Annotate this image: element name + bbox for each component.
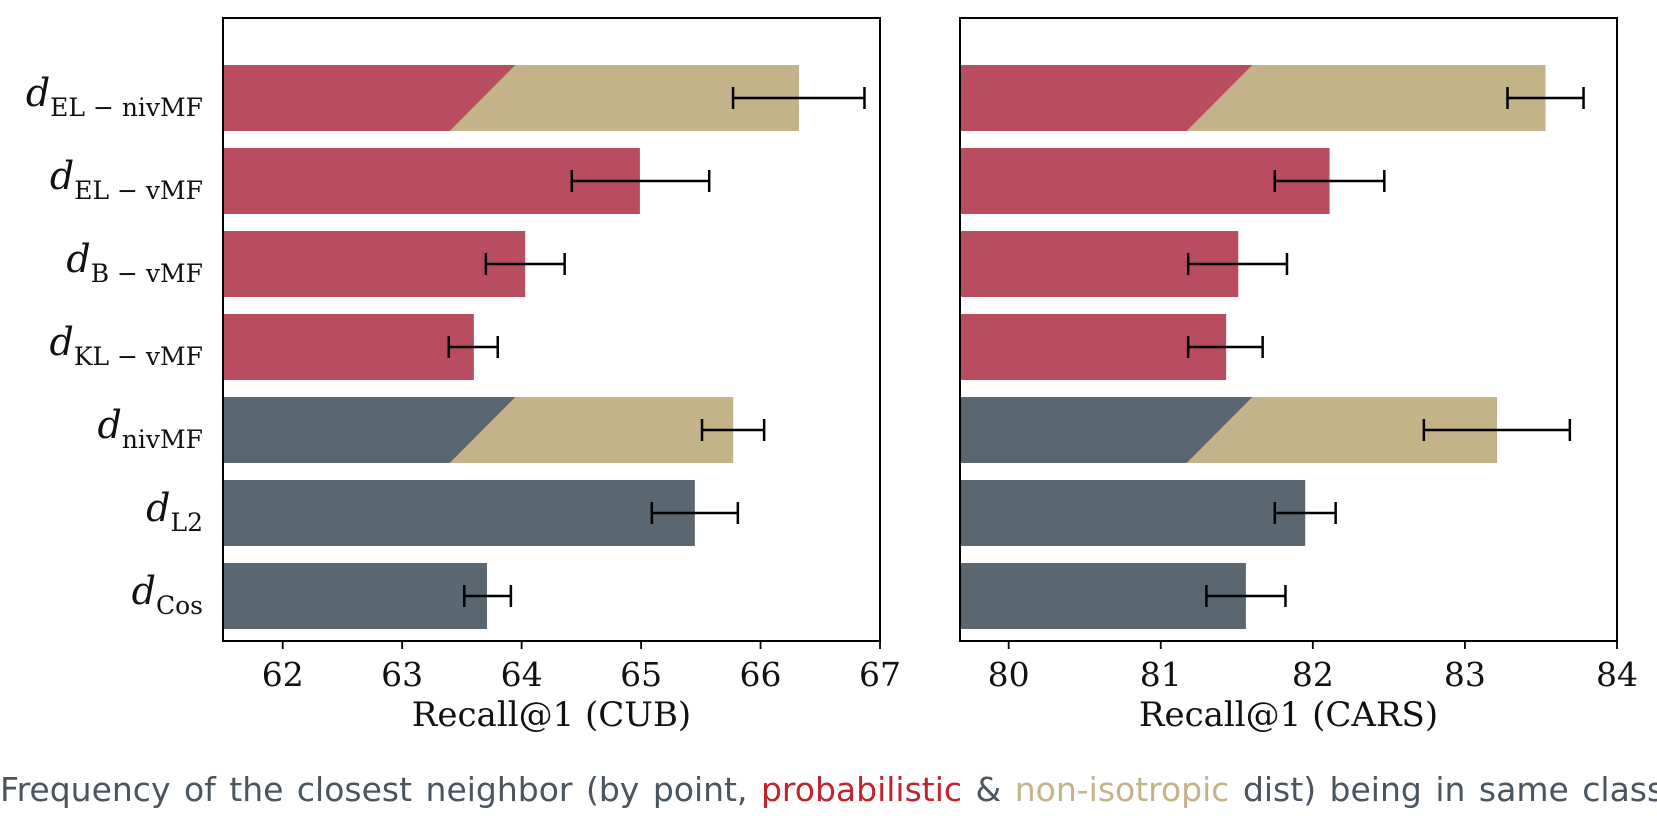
ytick-label-l2: dL2 [146,486,203,537]
cars-xtick-label-81: 81 [1140,655,1182,694]
cars-xtick-label-80: 80 [988,655,1030,694]
cars-xtick-label-83: 83 [1444,655,1486,694]
caption-probabilistic-label: probabilistic [760,770,963,809]
cub-xtick-label-66: 66 [740,655,782,694]
caption-non-isotropic-label: non-isotropic [1014,770,1230,809]
cub-xtick-label-65: 65 [620,655,662,694]
chart-panel-cars: 80 81 82 83 84 Recall@1 (CARS) [959,17,1638,735]
cars-bar-kl-vmf [960,314,1227,380]
cub-xtick-label-63: 63 [381,655,423,694]
cub-bar-el-nivmf-non-isotropic-overlay [449,65,799,131]
cars-xtick-label-84: 84 [1596,655,1638,694]
cub-bar-l2 [223,480,695,546]
cub-axes-frame [222,17,881,642]
ytick-label-b-vmf: dB − vMF [66,237,203,288]
cars-axes-frame [959,17,1618,642]
ytick-label-el-nivmf: dEL − nivMF [26,71,203,122]
legend-caption: Frequency of the closest neighbor (by po… [0,770,1657,809]
cub-xtick-label-67: 67 [859,655,901,694]
cub-bar-kl-vmf [223,314,474,380]
cub-bar-el-vmf [223,148,640,214]
caption-amp: & [962,770,1015,809]
ytick-label-el-vmf: dEL − vMF [50,154,203,205]
cars-bar-nivmf-non-isotropic-overlay [1186,397,1497,463]
cars-bar-el-nivmf-non-isotropic-overlay [1186,65,1546,131]
caption-suffix: dist) being in same class. [1229,770,1657,809]
cub-bar-cos [223,563,487,629]
cub-xtick-label-64: 64 [501,655,543,694]
cub-bar-b-vmf [223,231,526,297]
cars-xaxis-label: Recall@1 (CARS) [1139,695,1438,735]
cars-bar-l2 [960,480,1306,546]
cars-xtick-label-82: 82 [1292,655,1334,694]
ytick-label-cos: dCos [132,569,203,620]
caption-prefix: Frequency of the closest neighbor (by po… [0,770,761,809]
cub-bar-nivmf-non-isotropic-overlay [449,397,734,463]
ytick-label-kl-vmf: dKL − vMF [49,320,203,371]
cub-xtick-label-62: 62 [262,655,304,694]
cub-xaxis-label: Recall@1 (CUB) [412,695,691,735]
chart-panel-cub: dEL − nivMF dEL − vMF dB − vMF dKL − vMF dni… [26,17,901,735]
ytick-label-nivmf: dnivMF [98,403,204,454]
cars-bar-el-vmf [960,148,1330,214]
cars-bar-cos [960,563,1246,629]
